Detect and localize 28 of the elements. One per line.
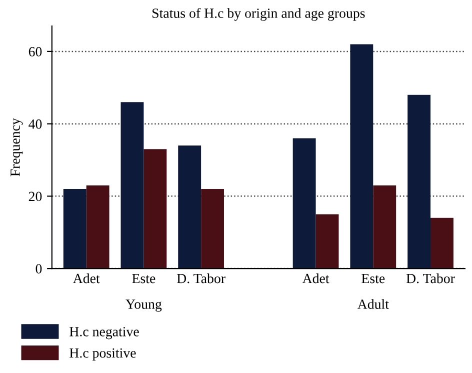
- x-tick-label: Este: [362, 274, 385, 284]
- text: Young: [126, 300, 162, 312]
- bar: [316, 214, 339, 269]
- bar: [178, 146, 202, 269]
- y-axis-title: Frequency: [10, 118, 23, 176]
- x-tick-label: Adet: [72, 273, 100, 284]
- bar: [86, 185, 110, 269]
- y-tick-label: 0: [36, 264, 42, 274]
- legend-label: H.c negative: [70, 327, 139, 340]
- x-tick-label: D. Tabor: [406, 273, 455, 284]
- bar: [120, 102, 144, 269]
- y-tick-label: 60: [28, 47, 42, 56]
- x-tick-label: D. Tabor: [176, 273, 226, 284]
- bar: [350, 44, 374, 269]
- bar: [201, 188, 224, 269]
- bar: [430, 218, 454, 269]
- y-tick-label: 40: [28, 119, 42, 129]
- bar: [292, 138, 316, 269]
- bar: [144, 149, 167, 269]
- chart-title: Status of H.c by origin and age groups: [152, 8, 365, 21]
- x-tick-label: Este: [132, 274, 156, 284]
- bar: [373, 185, 396, 269]
- x-tick-label: Adet: [302, 273, 330, 284]
- bar: [63, 188, 86, 269]
- bar: [408, 94, 431, 269]
- y-tick-label: 20: [28, 192, 42, 202]
- legend-label: H.c positive: [70, 348, 136, 360]
- text: Adult: [357, 299, 389, 309]
